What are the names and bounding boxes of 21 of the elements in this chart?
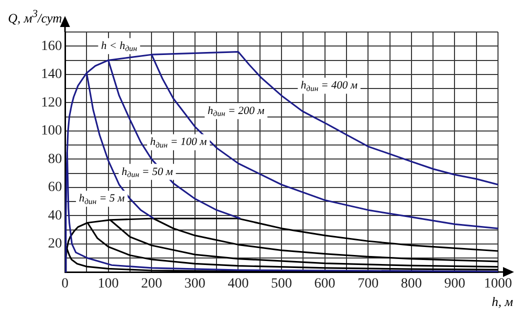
y-tick-label: 20 [48,236,62,252]
y-tick-label: 160 [41,38,62,54]
x-tick-label: 400 [228,276,249,292]
y-tick-label: 40 [48,208,62,224]
x-tick-label: 300 [184,276,206,292]
x-tick-label: 700 [358,276,379,292]
x-tick-label: 500 [271,276,292,292]
y-tick-label: 140 [41,67,62,82]
y-axis-title: Q, м$^{3}$/сут [8,8,62,26]
x-tick-label: 0 [62,276,68,292]
y-tick-label: 80 [48,152,62,167]
x-tick-label: 100 [98,276,119,292]
y-tick-label: 100 [41,124,62,139]
x-tick-label: 800 [400,276,422,292]
x-tick-label: 900 [444,276,466,292]
x-tick-label: 1000 [484,276,512,292]
y-tick-label: 60 [48,180,62,196]
y-tick-label: 120 [41,95,62,110]
x-tick-label: 600 [314,276,336,292]
x-axis-title: h, м [492,294,513,310]
x-tick-label: 200 [141,276,162,292]
